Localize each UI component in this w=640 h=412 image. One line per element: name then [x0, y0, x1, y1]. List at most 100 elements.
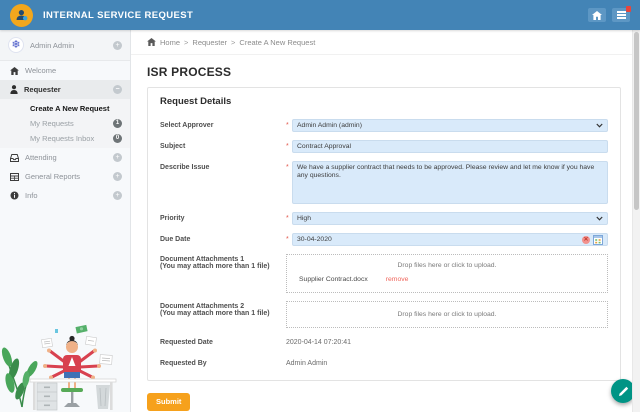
user-name: Admin Admin	[30, 40, 75, 50]
clear-date-icon[interactable]: ✕	[582, 235, 590, 244]
page-title: ISR PROCESS	[147, 65, 232, 79]
info-icon	[10, 191, 19, 200]
support-person-icon	[16, 10, 27, 21]
dropzone-hint: Drop files here or click to upload.	[397, 311, 497, 318]
breadcrumb-requester[interactable]: Requester	[192, 37, 228, 47]
sidebar: ❄ Admin Admin + Welcome Requester −	[0, 30, 131, 412]
home-icon	[10, 66, 19, 75]
sidebar-item-create-new-request[interactable]: Create A New Request	[0, 101, 130, 116]
user-avatar: ❄	[8, 37, 24, 53]
field-label: Describe Issue	[160, 164, 210, 171]
field-label: Due Date	[160, 236, 191, 243]
field-label: Document Attachments 2 (You may attach m…	[160, 301, 286, 328]
required-marker: *	[286, 122, 289, 129]
due-date-input[interactable]: 30-04-2020 ✕	[292, 233, 608, 246]
calendar-icon[interactable]	[593, 234, 603, 245]
field-label: Requested Date	[160, 339, 213, 346]
scrollbar-thumb[interactable]	[634, 32, 639, 210]
header-actions	[588, 6, 631, 22]
field-sublabel: (You may attach more than 1 file)	[160, 309, 270, 317]
approver-select[interactable]: Admin Admin (admin)	[292, 119, 608, 132]
field-row-describe-issue: Describe Issue * We have a supplier cont…	[160, 161, 608, 204]
field-row-requested-date: Requested Date 2020-04-14 07:20:41	[160, 336, 608, 349]
scrollbar-track[interactable]	[632, 30, 640, 412]
breadcrumb: Home > Requester > Create A New Request	[131, 30, 640, 55]
due-date-value: 30-04-2020	[297, 236, 332, 243]
required-marker: *	[286, 143, 289, 150]
sidebar-item-info[interactable]: Info +	[0, 186, 130, 205]
required-marker: *	[286, 215, 289, 222]
sidebar-user: ❄ Admin Admin +	[0, 30, 130, 61]
remove-file-link[interactable]: remove	[385, 276, 409, 283]
breadcrumb-current: Create A New Request	[239, 37, 316, 47]
field-row-requested-by: Requested By Admin Admin	[160, 357, 608, 370]
sidebar-item-my-requests-inbox[interactable]: My Requests Inbox 0	[0, 131, 130, 146]
sidebar-item-attending[interactable]: Attending +	[0, 148, 130, 167]
required-marker: *	[286, 164, 289, 171]
pencil-icon	[618, 386, 628, 396]
table-icon	[10, 172, 19, 181]
breadcrumb-separator: >	[231, 37, 236, 47]
approver-value: Admin Admin (admin)	[297, 122, 362, 129]
attachments-2-dropzone[interactable]: Drop files here or click to upload.	[286, 301, 608, 328]
subject-input[interactable]: Contract Approval	[292, 140, 608, 153]
request-details-card: Request Details Select Approver * Admin …	[147, 87, 621, 381]
expand-icon[interactable]: +	[113, 191, 122, 200]
inbox-icon	[10, 153, 19, 162]
uploaded-file-row: Supplier Contract.docx remove	[287, 276, 607, 283]
menu-icon	[616, 11, 626, 19]
multitasking-worker-illustration	[1, 324, 117, 411]
field-row-due-date: Due Date * 30-04-2020 ✕	[160, 233, 608, 246]
field-label: Document Attachments 1 (You may attach m…	[160, 254, 286, 293]
sidebar-item-label: Attending	[25, 153, 57, 162]
app-logo	[10, 3, 33, 27]
sidebar-item-general-reports[interactable]: General Reports +	[0, 167, 130, 186]
field-label: Requested By	[160, 360, 207, 367]
card-title: Request Details	[160, 96, 232, 107]
sidebar-item-label: Requester	[24, 85, 61, 94]
sidebar-item-my-requests[interactable]: My Requests 1	[0, 116, 130, 131]
sidebar-item-label: General Reports	[25, 172, 81, 181]
field-label: Subject	[160, 143, 186, 150]
field-row-subject: Subject * Contract Approval	[160, 140, 608, 153]
field-row-attachments-2: Document Attachments 2 (You may attach m…	[160, 301, 608, 328]
sidebar-item-welcome[interactable]: Welcome	[0, 61, 130, 80]
requested-date-value: 2020-04-14 07:20:41	[286, 339, 351, 346]
field-row-priority: Priority * High	[160, 212, 608, 225]
user-icon	[10, 85, 18, 94]
dropzone-hint: Drop files here or click to upload.	[397, 262, 497, 269]
field-label: Select Approver	[160, 122, 214, 129]
submit-button[interactable]: Submit	[147, 393, 191, 411]
file-name: Supplier Contract.docx	[299, 276, 368, 283]
priority-select[interactable]: High	[292, 212, 608, 225]
describe-issue-textarea[interactable]: We have a supplier contract that needs t…	[292, 161, 608, 204]
chevron-down-icon	[596, 123, 603, 128]
app-title: INTERNAL SERVICE REQUEST	[43, 9, 194, 21]
sidebar-item-label: Welcome	[25, 66, 57, 75]
count-badge: 0	[113, 134, 122, 143]
required-marker: *	[286, 236, 289, 243]
edit-fab-button[interactable]	[611, 379, 635, 403]
home-icon	[147, 38, 156, 46]
notification-badge	[626, 6, 631, 12]
user-expand-button[interactable]: +	[113, 40, 122, 50]
expand-icon[interactable]: +	[113, 153, 122, 162]
main-content: Home > Requester > Create A New Request …	[131, 30, 640, 412]
sidebar-item-label: My Requests	[30, 119, 74, 128]
breadcrumb-home[interactable]: Home	[160, 37, 181, 47]
requested-by-value: Admin Admin	[286, 360, 328, 367]
top-header: INTERNAL SERVICE REQUEST	[0, 0, 640, 30]
collapse-icon[interactable]: −	[113, 85, 122, 94]
home-button[interactable]	[588, 8, 606, 22]
sidebar-item-label: My Requests Inbox	[30, 134, 95, 143]
field-sublabel: (You may attach more than 1 file)	[160, 262, 270, 270]
count-badge: 1	[113, 119, 122, 128]
sidebar-item-label: Info	[25, 191, 38, 200]
menu-button[interactable]	[612, 6, 631, 22]
breadcrumb-separator: >	[184, 37, 189, 47]
sidebar-item-requester[interactable]: Requester −	[0, 80, 130, 99]
expand-icon[interactable]: +	[113, 172, 122, 181]
attachments-1-dropzone[interactable]: Drop files here or click to upload. Supp…	[286, 254, 608, 293]
field-row-approver: Select Approver * Admin Admin (admin)	[160, 119, 608, 132]
